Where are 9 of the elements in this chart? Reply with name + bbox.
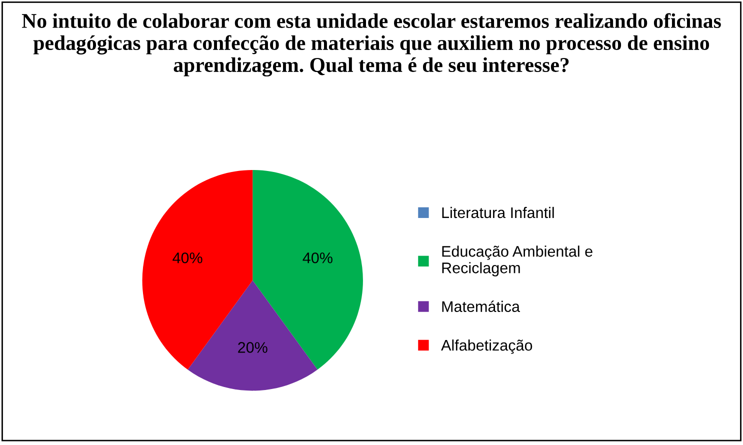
legend-label: Alfabetização bbox=[441, 339, 532, 354]
legend-label: Literatura Infantil bbox=[442, 206, 554, 218]
data-label: 20% bbox=[238, 342, 268, 353]
data-label: 40% bbox=[302, 252, 332, 264]
chart-title: No intuito de colaborar com esta unidade escolar estaremos realizando oficinas pedagógicas para confecção de materiais que auxiliem no processo de ensino aprendizagem. Qual tema é de seu interesse? bbox=[22, 13, 721, 76]
pie-slice bbox=[188, 280, 318, 391]
legend-label: Educação Ambiental e Reciclagem bbox=[442, 246, 592, 276]
legend-label: Matemática bbox=[442, 300, 520, 312]
data-label: 40% bbox=[172, 252, 202, 264]
